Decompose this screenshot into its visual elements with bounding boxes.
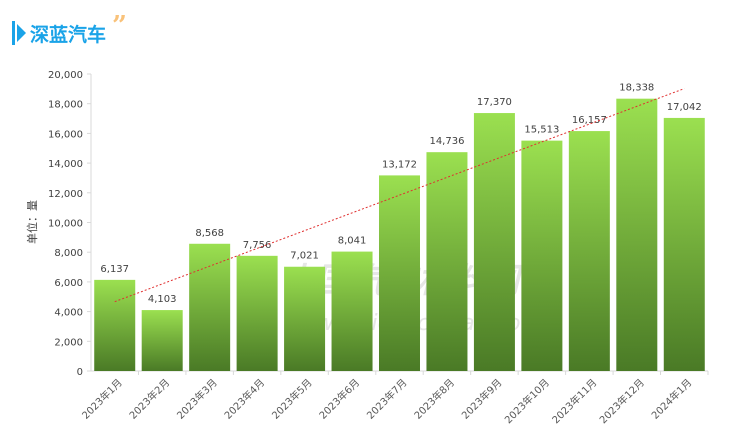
- y-tick-label: 14,000: [48, 159, 83, 170]
- data-label: 17,370: [477, 97, 512, 108]
- data-label: 16,157: [572, 115, 607, 126]
- data-label: 8,568: [195, 228, 224, 239]
- data-label: 13,172: [382, 159, 417, 170]
- bar: [236, 255, 278, 371]
- x-tick-label: 2023年6月: [316, 376, 362, 422]
- x-tick-label: 2023年10月: [502, 376, 552, 426]
- data-label: 4,103: [148, 294, 177, 305]
- y-tick-label: 18,000: [48, 100, 83, 111]
- header-bar-icon: [12, 21, 15, 45]
- x-tick-label: 2023年5月: [269, 376, 315, 422]
- data-label: 15,513: [524, 125, 559, 136]
- trend-line: [114, 88, 685, 303]
- x-tick-label: 2023年1月: [79, 376, 125, 422]
- chart-header: 深蓝汽车 ”: [12, 11, 127, 46]
- x-tick-label: 2023年4月: [221, 376, 267, 422]
- x-tick-label: 2024年1月: [649, 376, 695, 422]
- y-tick-label: 2,000: [54, 337, 83, 348]
- bar: [189, 243, 231, 371]
- bar: [473, 113, 515, 372]
- x-tick-label: 2023年8月: [411, 376, 457, 422]
- y-tick-label: 6,000: [54, 278, 83, 289]
- y-tick-label: 4,000: [54, 308, 83, 319]
- y-tick-label: 16,000: [48, 129, 83, 140]
- data-label: 18,338: [619, 83, 654, 94]
- header-arrow-icon: [17, 24, 26, 42]
- chart-title: 深蓝汽车: [30, 23, 107, 46]
- bar: [331, 251, 373, 371]
- bar: [284, 266, 326, 371]
- quote-icon: ”: [112, 11, 127, 41]
- x-tick-label: 2023年3月: [174, 376, 220, 422]
- y-axis-label: 单位：量: [25, 200, 39, 244]
- data-label: 8,041: [338, 236, 367, 247]
- x-tick-label: 2023年7月: [364, 376, 410, 422]
- bar: [94, 279, 136, 371]
- bar: [379, 175, 420, 371]
- y-tick-label: 10,000: [48, 219, 83, 230]
- data-label: 14,736: [429, 136, 464, 147]
- data-label: 6,137: [100, 264, 129, 275]
- bar: [521, 140, 563, 371]
- x-tick-label: 2023年12月: [597, 376, 647, 426]
- data-label: 17,042: [667, 102, 702, 113]
- x-tick-label: 2023年11月: [549, 376, 599, 426]
- y-tick-label: 0: [77, 367, 83, 378]
- bar: [426, 152, 468, 371]
- bar: [568, 131, 610, 371]
- bar: [616, 98, 658, 372]
- bar: [141, 310, 183, 371]
- y-tick-label: 8,000: [54, 248, 83, 259]
- data-label: 7,021: [290, 251, 319, 262]
- y-tick-label: 12,000: [48, 189, 83, 200]
- y-tick-label: 20,000: [48, 70, 83, 81]
- x-tick-label: 2023年9月: [459, 376, 505, 422]
- data-label: 7,756: [243, 240, 272, 251]
- bar: [663, 117, 705, 371]
- x-tick-label: 2023年2月: [126, 376, 172, 422]
